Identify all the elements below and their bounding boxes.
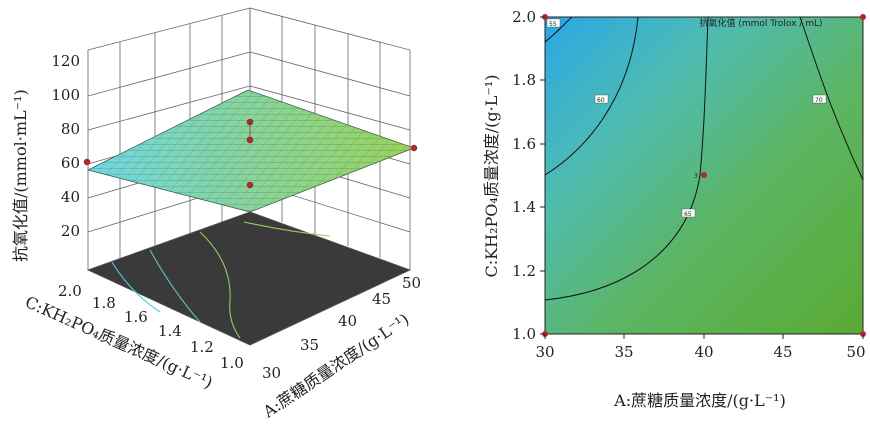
z-axis-title: 抗氧化值/(mmol·mL⁻¹) <box>11 89 30 262</box>
contour-65 <box>544 16 709 301</box>
surface-point <box>410 144 418 152</box>
x-tick: 35 <box>614 343 633 361</box>
c-tick: 1.0 <box>220 354 244 372</box>
contour-55 <box>544 16 573 43</box>
x-tick: 50 <box>846 343 865 361</box>
z-tick: 40 <box>61 188 80 206</box>
contour-60 <box>544 16 639 176</box>
contour-y-ticks: 2.0 1.8 1.6 1.4 1.2 1.0 <box>512 8 536 343</box>
c-tick: 1.8 <box>92 294 116 312</box>
y-tick: 1.0 <box>512 325 536 343</box>
z-tick: 20 <box>61 222 80 240</box>
contour-label: 65 <box>684 211 692 218</box>
y-tick: 1.8 <box>512 71 536 89</box>
contour-chart: 55 60 65 70 抗氧化值 (mmol Trolox / mL) 3 <box>482 8 866 410</box>
surface-chart: 120 100 80 60 40 20 抗氧化值/(mmol·mL⁻¹) 2.0… <box>11 7 421 422</box>
contour-level-labels: 55 60 65 70 <box>546 18 827 218</box>
surface-design-points <box>83 118 418 189</box>
a-tick: 30 <box>262 364 281 382</box>
x-tick: 40 <box>694 343 713 361</box>
x-tick: 45 <box>773 343 792 361</box>
a-tick: 35 <box>300 336 319 354</box>
contour-label: 70 <box>815 97 823 104</box>
floor-contour-plane <box>86 211 412 346</box>
c-tick: 1.4 <box>158 322 182 340</box>
a-tick: 50 <box>402 274 421 292</box>
contour-point <box>701 172 707 178</box>
contour-title: 抗氧化值 (mmol Trolox / mL) <box>699 17 822 29</box>
contour-label: 55 <box>549 21 557 28</box>
surface-point <box>83 158 91 166</box>
contour-lines <box>544 16 864 301</box>
c-tick: 2.0 <box>58 282 82 300</box>
a-tick: 40 <box>338 312 357 330</box>
contour-label: 60 <box>597 97 605 104</box>
floor-contour-lines <box>111 221 331 339</box>
contour-x-title: A:蔗糖质量浓度/(g·L⁻¹) <box>613 391 786 410</box>
center-point-count: 3 <box>694 173 698 180</box>
z-tick: 120 <box>51 52 80 70</box>
x-tick: 30 <box>535 343 554 361</box>
z-tick-labels: 120 100 80 60 40 20 <box>51 52 80 240</box>
surface-point <box>246 181 254 189</box>
y-tick: 2.0 <box>512 8 536 26</box>
c-tick-labels: 2.0 1.8 1.6 1.4 1.2 1.0 <box>58 282 244 372</box>
z-tick: 100 <box>51 86 80 104</box>
y-tick: 1.6 <box>512 135 536 153</box>
z-tick: 60 <box>61 154 80 172</box>
contour-70 <box>799 16 864 181</box>
contour-x-ticks: 30 35 40 45 50 <box>535 343 865 361</box>
contour-y-title: C:KH₂PO₄质量浓度/(g·L⁻¹) <box>482 75 501 278</box>
z-tick: 80 <box>61 120 80 138</box>
contour-point <box>860 14 866 20</box>
c-tick: 1.2 <box>190 338 214 356</box>
y-tick: 1.2 <box>512 262 536 280</box>
a-tick: 45 <box>372 290 391 308</box>
c-tick: 1.6 <box>124 308 148 326</box>
y-tick: 1.4 <box>512 198 536 216</box>
a-tick-labels: 30 35 40 45 50 <box>262 274 421 382</box>
